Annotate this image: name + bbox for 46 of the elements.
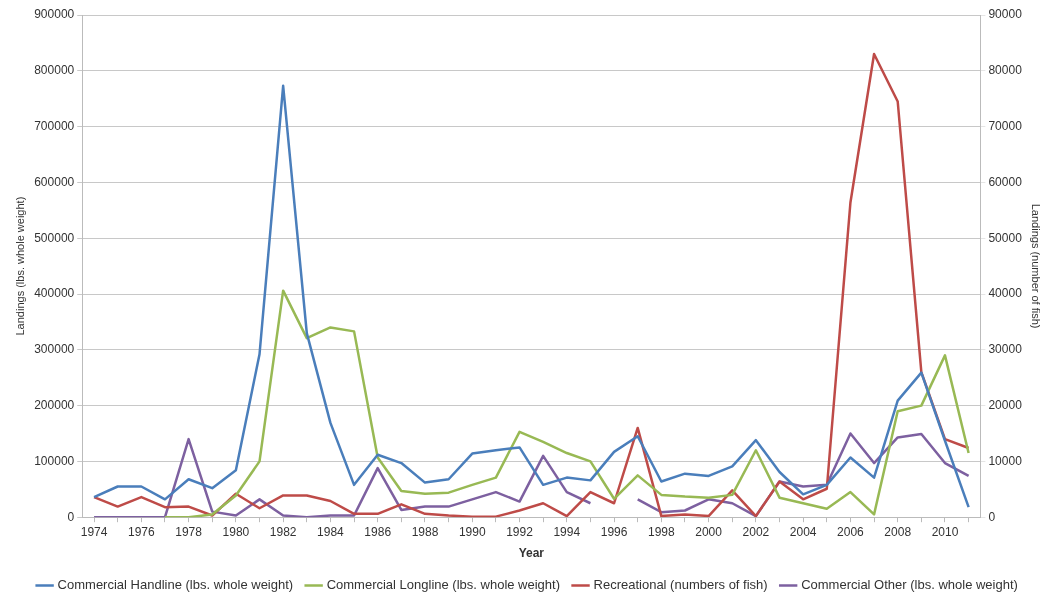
x-tick-label: 1984 [317, 524, 345, 539]
x-tick-label: 2008 [884, 524, 912, 539]
legend-label: Commercial Handline (lbs. whole weight) [57, 577, 294, 593]
x-tick-label: 1990 [458, 524, 486, 539]
legend-label: Recreational (numbers of fish) [593, 577, 768, 593]
y2-tick-label: 0 [988, 509, 996, 524]
y-tick-label: 200000 [34, 397, 75, 412]
y2-axis-title: Landings (number of fish) [1030, 203, 1043, 329]
y2-tick-label: 50000 [988, 230, 1023, 245]
x-tick-label: 1988 [411, 524, 439, 539]
y-tick-label: 100000 [34, 453, 75, 468]
y-tick-label: 900000 [34, 7, 75, 22]
y2-tick-label: 40000 [988, 286, 1023, 301]
x-tick-label: 1976 [127, 524, 155, 539]
y2-tick-label: 90000 [988, 7, 1023, 22]
y2-tick-label: 30000 [988, 342, 1023, 357]
y2-tick-label: 20000 [988, 397, 1023, 412]
y2-tick-label: 60000 [988, 174, 1023, 189]
x-tick-label: 1978 [175, 524, 203, 539]
y-tick-label: 0 [67, 509, 75, 524]
x-tick-label: 1982 [269, 524, 297, 539]
y-tick-label: 400000 [34, 286, 75, 301]
y-axis-title: Landings (lbs. whole weight) [13, 196, 26, 336]
x-tick-label: 1974 [80, 524, 108, 539]
y-tick-label: 500000 [34, 230, 75, 245]
x-tick-label: 2002 [742, 524, 770, 539]
x-tick-label: 1998 [647, 524, 676, 539]
x-tick-label: 2000 [695, 524, 723, 539]
x-tick-label: 1996 [600, 524, 628, 539]
y-tick-label: 700000 [34, 118, 75, 133]
x-tick-label: 1980 [222, 524, 250, 539]
x-tick-label: 1986 [364, 524, 392, 539]
y-tick-label: 300000 [34, 342, 75, 357]
y2-tick-label: 10000 [988, 453, 1023, 468]
y-tick-label: 800000 [34, 63, 75, 78]
x-tick-label: 2010 [931, 524, 959, 539]
legend-label: Commercial Longline (lbs. whole weight) [326, 577, 561, 593]
y2-tick-label: 80000 [988, 63, 1023, 78]
x-tick-label: 1992 [506, 524, 534, 539]
x-tick-label: 2006 [837, 524, 865, 539]
y2-tick-label: 70000 [988, 118, 1023, 133]
legend-label: Commercial Other (lbs. whole weight) [801, 577, 1018, 593]
y-tick-label: 600000 [34, 174, 75, 189]
x-axis-title: Year [518, 546, 545, 561]
x-tick-label: 2004 [789, 524, 817, 539]
x-tick-label: 1994 [553, 524, 581, 539]
